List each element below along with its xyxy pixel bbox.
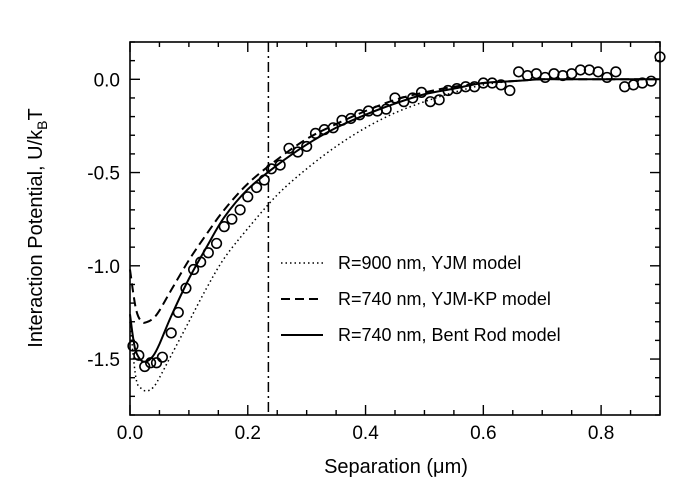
x-tick-label: 0.0 <box>117 423 143 444</box>
data-point <box>180 282 192 294</box>
data-point <box>415 86 428 98</box>
data-point <box>645 75 657 87</box>
data-point <box>610 66 622 78</box>
data-point <box>654 51 666 63</box>
legend-label: R=740 nm, Bent Rod model <box>338 325 561 345</box>
axis-ticks <box>129 41 661 416</box>
data-point <box>242 191 254 203</box>
experimental-data-markers <box>127 51 666 373</box>
data-point <box>234 204 246 216</box>
y-axis-title-tail: T <box>25 108 47 120</box>
x-tick-label: 0.4 <box>352 423 379 444</box>
data-point <box>218 221 230 233</box>
data-point <box>301 140 313 153</box>
data-point <box>165 327 177 339</box>
x-axis-title: Separation (μm) <box>324 456 468 478</box>
data-point <box>407 92 419 104</box>
data-point <box>145 357 157 369</box>
data-point <box>292 146 304 158</box>
series-line-solid <box>129 78 660 363</box>
y-tick-label: 0.0 <box>94 70 120 91</box>
data-point <box>172 306 184 319</box>
legend-label: R=900 nm, YJM model <box>338 253 521 273</box>
data-point <box>127 340 139 352</box>
legend-label: R=740 nm, YJM-KP model <box>338 289 551 309</box>
x-tick-label: 0.2 <box>235 423 261 444</box>
model-curves <box>129 78 660 392</box>
axis-tick-labels: 0.0 0.2 0.4 0.6 0.8 0.0 -0.5 -1.0 -1.5 <box>87 70 614 444</box>
data-point <box>210 237 223 250</box>
data-point <box>188 263 200 276</box>
data-point <box>380 103 392 115</box>
y-tick-label: -1.5 <box>87 350 120 371</box>
data-point <box>156 351 168 363</box>
data-point <box>504 84 516 97</box>
y-tick-label: -0.5 <box>87 164 120 185</box>
y-axis-title-main: Interaction Potential, U/k <box>25 129 47 348</box>
x-tick-label: 0.8 <box>588 423 614 444</box>
data-point <box>251 181 263 194</box>
data-point <box>433 94 445 106</box>
x-tick-label: 0.6 <box>470 423 496 444</box>
data-point <box>195 256 207 268</box>
y-tick-label: -1.0 <box>87 257 120 278</box>
data-point <box>150 357 163 369</box>
data-point <box>139 360 151 373</box>
data-point <box>327 122 339 134</box>
data-point <box>258 174 270 186</box>
y-axis-title: Interaction Potential, U/kBT <box>25 108 50 347</box>
data-point <box>226 213 238 225</box>
data-point <box>495 79 507 91</box>
data-point <box>274 159 286 171</box>
data-point <box>592 66 604 78</box>
data-point <box>601 71 613 84</box>
data-point <box>202 247 214 259</box>
data-point <box>133 349 145 361</box>
y-axis-title-subscript: B <box>34 120 50 129</box>
legend: R=900 nm, YJM model R=740 nm, YJM-KP mode… <box>281 253 561 345</box>
